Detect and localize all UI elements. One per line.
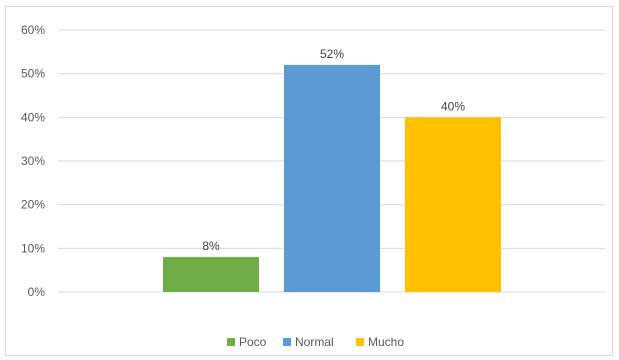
legend-swatch-poco xyxy=(227,338,235,346)
y-tick-label: 40% xyxy=(21,110,45,124)
y-tick-label: 10% xyxy=(21,241,45,255)
data-label-poco: 8% xyxy=(202,239,220,253)
legend-label-normal: Normal xyxy=(295,335,334,349)
bars xyxy=(163,64,501,292)
y-tick-label: 50% xyxy=(21,67,45,81)
legend: Poco Normal Mucho xyxy=(227,335,404,349)
y-tick-label: 20% xyxy=(21,198,45,212)
y-tick-label: 60% xyxy=(21,23,45,37)
y-tick-label: 30% xyxy=(21,154,45,168)
bar-mucho xyxy=(405,117,501,292)
legend-swatch-normal xyxy=(283,338,291,346)
bar-poco xyxy=(163,257,259,292)
data-labels: 8% 52% 40% xyxy=(202,47,465,253)
legend-label-mucho: Mucho xyxy=(368,335,404,349)
legend-label-poco: Poco xyxy=(239,335,267,349)
data-label-normal: 52% xyxy=(320,47,344,61)
bar-normal xyxy=(284,64,380,292)
y-tick-label: 0% xyxy=(28,285,46,299)
legend-swatch-mucho xyxy=(356,338,364,346)
y-axis-tick-labels: 0% 10% 20% 30% 40% 50% 60% xyxy=(21,23,45,299)
data-label-mucho: 40% xyxy=(441,99,465,113)
